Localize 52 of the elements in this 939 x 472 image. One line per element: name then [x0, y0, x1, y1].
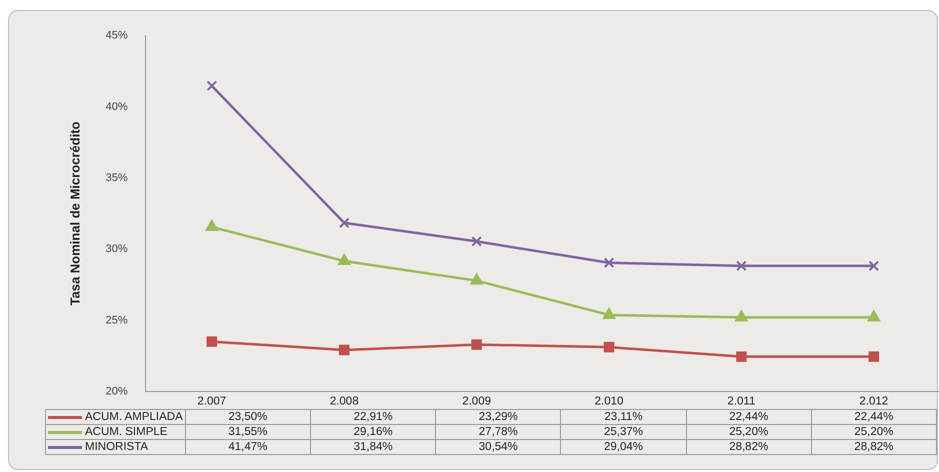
x-tick-label: 2.007: [197, 395, 226, 408]
data-label: 41,47%: [185, 440, 310, 455]
y-tick-label: 20%: [106, 385, 128, 398]
point: [868, 351, 880, 362]
point: [338, 344, 350, 356]
point: [338, 254, 350, 266]
point: [602, 308, 616, 319]
point: [736, 260, 747, 272]
data-label: 22,91%: [310, 410, 436, 425]
data-label: 23,50%: [185, 410, 310, 425]
x-tick-label: 2.009: [462, 395, 491, 408]
y-tick-label: 40%: [106, 100, 128, 113]
point: [868, 310, 880, 322]
data-label: 25,20%: [686, 424, 812, 440]
x-tick-label: 2.008: [330, 395, 359, 408]
data-label: 22,44%: [686, 410, 812, 425]
point: [471, 236, 482, 247]
point: [470, 274, 483, 285]
data-label: 22,44%: [811, 410, 936, 425]
x-tick-label: 2.012: [859, 395, 888, 408]
x-tick-label: 2.011: [727, 395, 756, 408]
data-label: 23,11%: [560, 410, 686, 425]
point: [735, 310, 748, 322]
data-label: 29,16%: [310, 424, 436, 440]
point: [604, 258, 614, 268]
data-label: 25,20%: [811, 424, 936, 440]
data-label: 31,84%: [310, 440, 436, 455]
data-label: 28,82%: [686, 440, 812, 455]
data-label: 29,04%: [560, 440, 686, 455]
legend-label: ACUM. AMPLIADA: [46, 410, 186, 425]
point: [206, 336, 218, 347]
point: [604, 342, 614, 352]
data-label: 23,29%: [436, 410, 561, 425]
point: [338, 218, 350, 228]
x-tick-label: 2.010: [594, 395, 624, 408]
point: [736, 351, 747, 362]
y-tick-label: 30%: [106, 243, 128, 256]
point: [868, 260, 880, 272]
data-label: 25,37%: [560, 424, 686, 440]
y-axis-title: Tasa Nominal de Microcrédito: [67, 121, 82, 306]
data-label: 27,78%: [436, 424, 561, 440]
data-label: 31,55%: [185, 424, 310, 440]
y-tick-label: 35%: [106, 172, 128, 184]
y-tick-label: 25%: [106, 314, 128, 326]
legend-label: MINORISTA: [46, 440, 186, 455]
point: [206, 80, 218, 92]
y-tick-label: 45%: [106, 30, 128, 42]
data-label: 30,54%: [436, 440, 561, 455]
data-label: 28,82%: [811, 440, 936, 455]
point: [206, 220, 218, 232]
point: [471, 339, 482, 350]
legend-label: ACUM. SIMPLE: [46, 424, 186, 440]
